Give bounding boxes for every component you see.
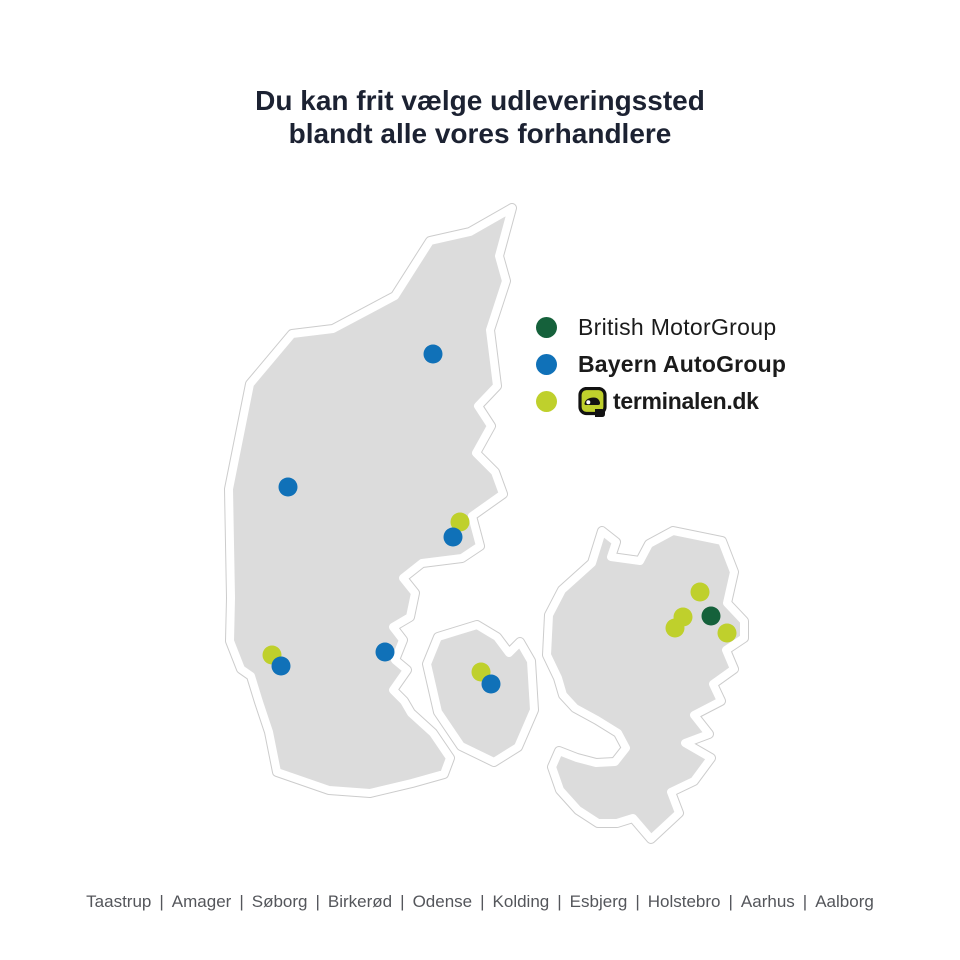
terminalen-logo-icon xyxy=(578,386,609,417)
footer-city: Birkerød xyxy=(327,892,393,911)
footer-city: Amager xyxy=(171,892,232,911)
bayern-autogroup-dot-icon xyxy=(536,354,557,375)
page-title-line1: Du kan frit vælge udleveringssted xyxy=(255,85,705,116)
legend-item-british-motorgroup: British MotorGroup xyxy=(536,314,786,340)
footer-separator: | xyxy=(802,892,808,911)
footer-city: Aarhus xyxy=(740,892,795,911)
british-motorgroup-dot-icon xyxy=(536,317,557,338)
location-marker-bayern-autogroup xyxy=(443,527,463,547)
footer-separator: | xyxy=(728,892,733,911)
footer-separator: | xyxy=(400,892,405,911)
legend-item-terminalen: terminalen.dk xyxy=(536,386,786,417)
footer-separator: | xyxy=(480,892,485,911)
footer-city: Aalborg xyxy=(815,892,874,911)
legend-label-bayern-autogroup: Bayern AutoGroup xyxy=(578,351,787,377)
location-marker-bayern-autogroup xyxy=(271,656,291,676)
terminalen-dot-icon xyxy=(536,391,557,412)
location-marker-terminalen-dk xyxy=(450,512,470,532)
footer-city: Taastrup xyxy=(86,892,152,911)
funen-landmass xyxy=(423,621,538,766)
footer-city: Kolding xyxy=(492,892,550,911)
location-marker-bayern-autogroup xyxy=(278,477,298,497)
legend-label-terminalen: terminalen.dk xyxy=(613,388,759,414)
legend: British MotorGroup Bayern AutoGroup term… xyxy=(536,314,787,417)
location-marker-terminalen-dk xyxy=(690,582,710,602)
footer-city: Odense xyxy=(412,892,473,911)
footer-separator: | xyxy=(159,892,164,911)
footer-separator: | xyxy=(557,892,562,911)
legend-label-british-motorgroup: British MotorGroup xyxy=(578,314,777,340)
page-title: Du kan frit vælge udleveringssted blandt… xyxy=(0,84,960,150)
location-marker-terminalen-dk xyxy=(673,607,693,627)
location-marker-bayern-autogroup xyxy=(375,642,395,662)
location-marker-british-motorgroup xyxy=(701,606,721,626)
footer-separator: | xyxy=(315,892,320,911)
footer-city: Esbjerg xyxy=(569,892,628,911)
footer-separator: | xyxy=(635,892,640,911)
dealer-city-list: Taastrup | Amager | Søborg | Birkerød | Odense | K… xyxy=(0,892,960,912)
legend-item-bayern-autogroup: Bayern AutoGroup xyxy=(536,351,787,377)
map-land-layer xyxy=(225,204,748,843)
zealand-landmass xyxy=(543,527,748,843)
markers-layer xyxy=(262,344,737,694)
location-marker-bayern-autogroup xyxy=(423,344,443,364)
footer-city: Søborg xyxy=(251,892,308,911)
page-title-line2: blandt alle vores forhandlere xyxy=(288,118,672,149)
location-marker-terminalen-dk xyxy=(717,623,737,643)
footer-city: Holstebro xyxy=(647,892,721,911)
location-marker-bayern-autogroup xyxy=(481,674,501,694)
footer-separator: | xyxy=(239,892,244,911)
